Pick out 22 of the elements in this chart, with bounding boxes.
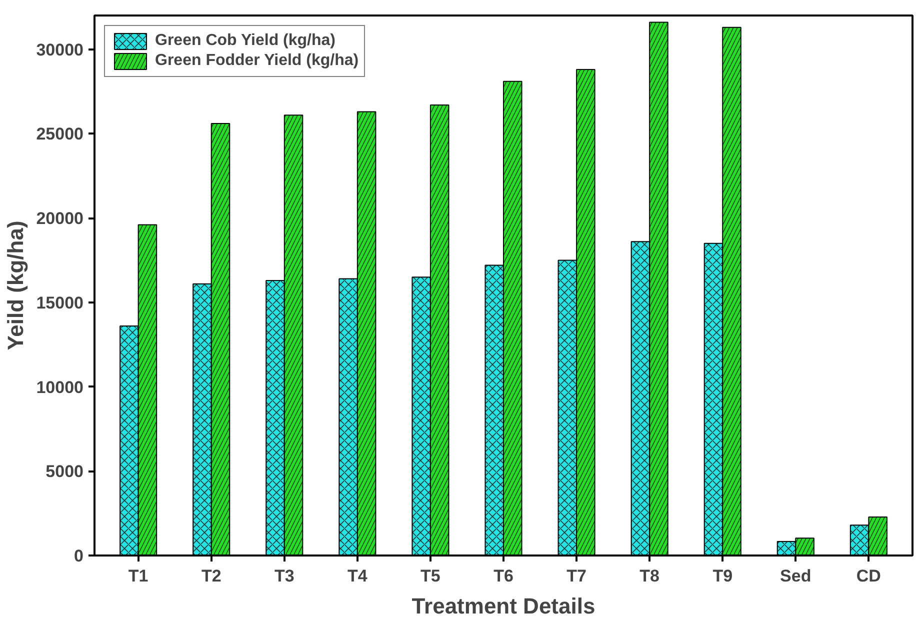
x-tick-label: Sed [780,566,812,586]
x-tick-label: T4 [348,566,368,586]
y-tick-label: 10000 [36,378,84,397]
y-tick-label: 5000 [46,462,84,482]
x-axis-title: Treatment Details [412,594,596,618]
legend-label: Green Cob Yield (kg/ha) [155,32,336,50]
x-tick-label: T8 [640,566,660,586]
x-tick-label: CD [856,566,881,586]
y-tick-label: 0 [74,546,84,566]
y-tick-label: 30000 [36,40,84,60]
x-tick-label: T7 [566,566,586,586]
y-axis-title: Yeild (kg/ha) [3,220,28,350]
x-tick-label: T6 [494,566,514,586]
y-tick-label: 20000 [36,209,84,228]
x-tick-label: T1 [128,566,148,586]
legend-label: Green Fodder Yield (kg/ha) [155,52,359,70]
x-tick-label: T3 [274,566,294,586]
x-tick-label: T5 [420,566,440,586]
y-tick-label: 25000 [36,124,84,144]
y-tick-label: 15000 [36,293,84,312]
x-tick-label: T2 [201,566,222,586]
x-tick-label: T9 [712,566,733,586]
